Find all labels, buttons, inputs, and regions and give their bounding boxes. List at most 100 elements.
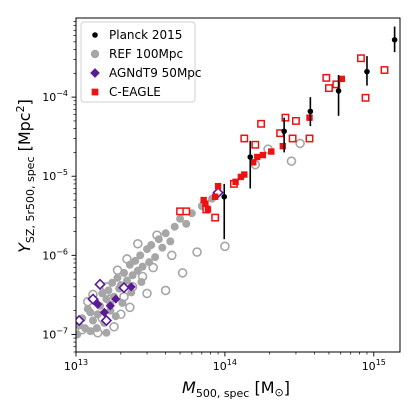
planck-2015-point	[335, 88, 342, 94]
ref-100mpc-filled-marker	[93, 310, 102, 319]
c-eagle-filled-marker	[204, 206, 212, 213]
agndt9-50mpc-filled-marker	[93, 299, 103, 309]
agndt9-50mpc-filled-marker	[99, 307, 109, 317]
c-eagle-filled-marker	[232, 178, 239, 186]
y-tick-label-base: 10	[42, 91, 56, 104]
agndt9-50mpc-filled-marker	[126, 282, 136, 292]
plot-frame	[75, 17, 401, 353]
x-axis-label-unit-sub: ⊙	[275, 386, 284, 399]
c-eagle-open-marker	[291, 116, 300, 125]
c-eagle-open-marker	[361, 93, 370, 102]
ref-100mpc-filled-marker	[92, 324, 101, 333]
markers-layer	[76, 26, 398, 339]
ref-100mpc-open-marker	[295, 138, 305, 149]
c-eagle-open-marker	[305, 134, 314, 143]
c-eagle-filled-marker	[268, 148, 275, 155]
ref-100mpc-filled-marker	[166, 237, 175, 246]
y-axis-label-close: ]	[15, 99, 34, 105]
ref-100mpc-filled-marker	[111, 312, 120, 321]
c-eagle-open-marker	[288, 134, 297, 143]
x-tick-label-base: 10	[362, 360, 376, 373]
x-axis-label-close: ]	[284, 378, 290, 397]
ref-100mpc-filled-marker	[161, 229, 170, 238]
y-axis-label: YSZ, 5r500, spec [Mpc2]	[14, 99, 37, 253]
y-tick-label-base: 10	[42, 170, 56, 183]
c-eagle-open-marker	[322, 73, 331, 82]
x-tick-label-exponent: 14	[227, 358, 237, 367]
x-tick-label: 1013	[64, 358, 88, 373]
c-eagle-open-marker	[211, 213, 220, 222]
ref-100mpc-open-marker	[132, 238, 143, 249]
x-tick-label-exponent: 13	[78, 358, 88, 367]
x-tick-label-exponent: 15	[376, 358, 386, 367]
ref-100mpc-filled-marker	[182, 219, 191, 228]
y-tick-label: 10−7	[42, 326, 68, 341]
ref-100mpc-filled-marker	[98, 289, 107, 298]
c-eagle-open-marker	[356, 54, 365, 63]
ref-100mpc-filled-marker	[119, 268, 128, 277]
ref-100mpc-open-marker	[286, 156, 297, 166]
y-tick-label-base: 10	[42, 249, 56, 262]
x-tick-label-base: 10	[64, 360, 78, 373]
c-eagle-open-marker	[240, 134, 249, 143]
agndt9-50mpc-open-marker	[94, 278, 106, 291]
ref-100mpc-filled-marker	[102, 328, 111, 337]
legend-ref-100mpc-marker	[90, 49, 100, 59]
ref-100mpc-filled-marker	[86, 327, 95, 336]
y-tick-label-exponent: −7	[56, 326, 68, 335]
c-eagle-filled-marker	[200, 196, 207, 204]
c-eagle-open-marker	[257, 119, 266, 128]
ref-100mpc-open-marker	[167, 250, 177, 261]
plot-content	[76, 26, 398, 339]
x-axis-label-sub: 500, spec	[196, 387, 250, 400]
agndt9-50mpc-filled-marker	[111, 294, 121, 304]
y-axis-label-sub: SZ, 5r500, spec	[24, 157, 37, 244]
ref-100mpc-filled-marker	[136, 251, 145, 260]
ref-100mpc-filled-marker	[122, 276, 131, 285]
x-axis-label: M500, spec [M⊙]	[182, 378, 290, 400]
planck-2015-point	[391, 37, 398, 43]
y-tick-label-base: 10	[42, 328, 56, 341]
ref-100mpc-filled-marker	[108, 278, 117, 287]
legend-c-eagle-label: C-EAGLE	[109, 85, 161, 99]
ref-100mpc-open-marker	[142, 288, 152, 299]
y-tick-label-exponent: −6	[56, 247, 68, 256]
ref-100mpc-open-marker	[192, 247, 202, 257]
y-tick-label: 10−4	[42, 89, 68, 104]
ref-100mpc-filled-marker	[113, 273, 122, 282]
y-tick-label-exponent: −5	[56, 168, 68, 177]
ref-100mpc-filled-marker	[131, 256, 140, 265]
ref-100mpc-filled-marker	[88, 316, 97, 325]
y-axis-label-sup: 2	[14, 105, 27, 112]
y-axis-label-unit: [Mpc	[15, 112, 34, 156]
ref-100mpc-open-marker	[177, 268, 188, 278]
ref-100mpc-filled-marker	[86, 308, 95, 317]
c-eagle-filled-marker	[306, 114, 313, 121]
y-tick-label-exponent: −4	[56, 89, 68, 98]
ref-100mpc-filled-marker	[147, 241, 156, 250]
ref-100mpc-open-marker	[160, 285, 171, 296]
legend-c-eagle-marker	[91, 88, 99, 96]
ref-100mpc-filled-marker	[154, 235, 163, 244]
y-tick-label: 10−6	[42, 247, 68, 262]
c-eagle-filled-marker	[202, 200, 209, 207]
c-eagle-open-marker	[182, 207, 191, 216]
ref-100mpc-filled-marker	[128, 271, 137, 280]
legend-planck-2015-marker	[92, 32, 98, 38]
y-axis-label-main: Y	[15, 242, 34, 253]
x-tick-label: 1014	[213, 358, 237, 373]
legend-ref-100mpc-label: REF 100Mpc	[109, 47, 183, 61]
ref-100mpc-filled-marker	[137, 278, 146, 287]
c-eagle-filled-marker	[241, 171, 248, 178]
c-eagle-open-marker	[251, 140, 260, 149]
planck-2015-point	[247, 154, 254, 160]
planck-2015-point	[364, 68, 370, 75]
agndt9-50mpc-filled-marker	[105, 301, 115, 311]
legend-planck-2015-label: Planck 2015	[109, 28, 182, 42]
ref-100mpc-filled-marker	[176, 214, 185, 223]
planck-2015-point	[281, 128, 287, 135]
c-eagle-open-marker	[325, 84, 333, 93]
ref-100mpc-filled-marker	[118, 298, 127, 307]
agndt9-50mpc-open-marker	[118, 281, 130, 294]
